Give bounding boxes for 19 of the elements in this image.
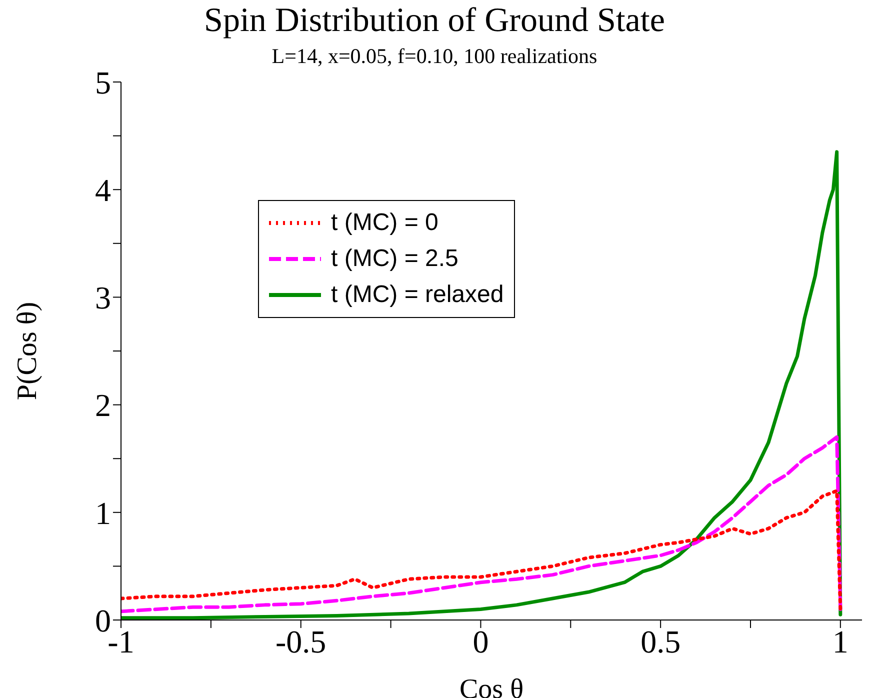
y-axis-title: P(Cos θ) [12,302,43,400]
legend-label: t (MC) = 0 [331,209,438,237]
line-series [121,435,842,614]
legend-label: t (MC) = relaxed [331,281,504,309]
x-axis-title: Cos θ [460,674,524,698]
y-tick-label: 5 [95,64,111,100]
y-tick-label: 3 [95,280,111,316]
x-tick-label: 0.5 [640,624,681,660]
x-tick-label: 1 [832,624,848,660]
y-tick-label: 2 [95,387,111,424]
y-tick-label: 1 [95,494,111,531]
x-tick-label: 0 [472,624,489,660]
chart-title: Spin Distribution of Ground State [203,2,666,40]
x-tick-label: -0.5 [276,624,326,660]
line-series [121,489,842,611]
chart-subtitle: L=14, x=0.05, f=0.10, 100 realizations [272,44,598,68]
line-series [121,150,842,620]
y-tick-label: 4 [95,172,111,208]
legend-label: t (MC) = 2.5 [331,245,458,273]
